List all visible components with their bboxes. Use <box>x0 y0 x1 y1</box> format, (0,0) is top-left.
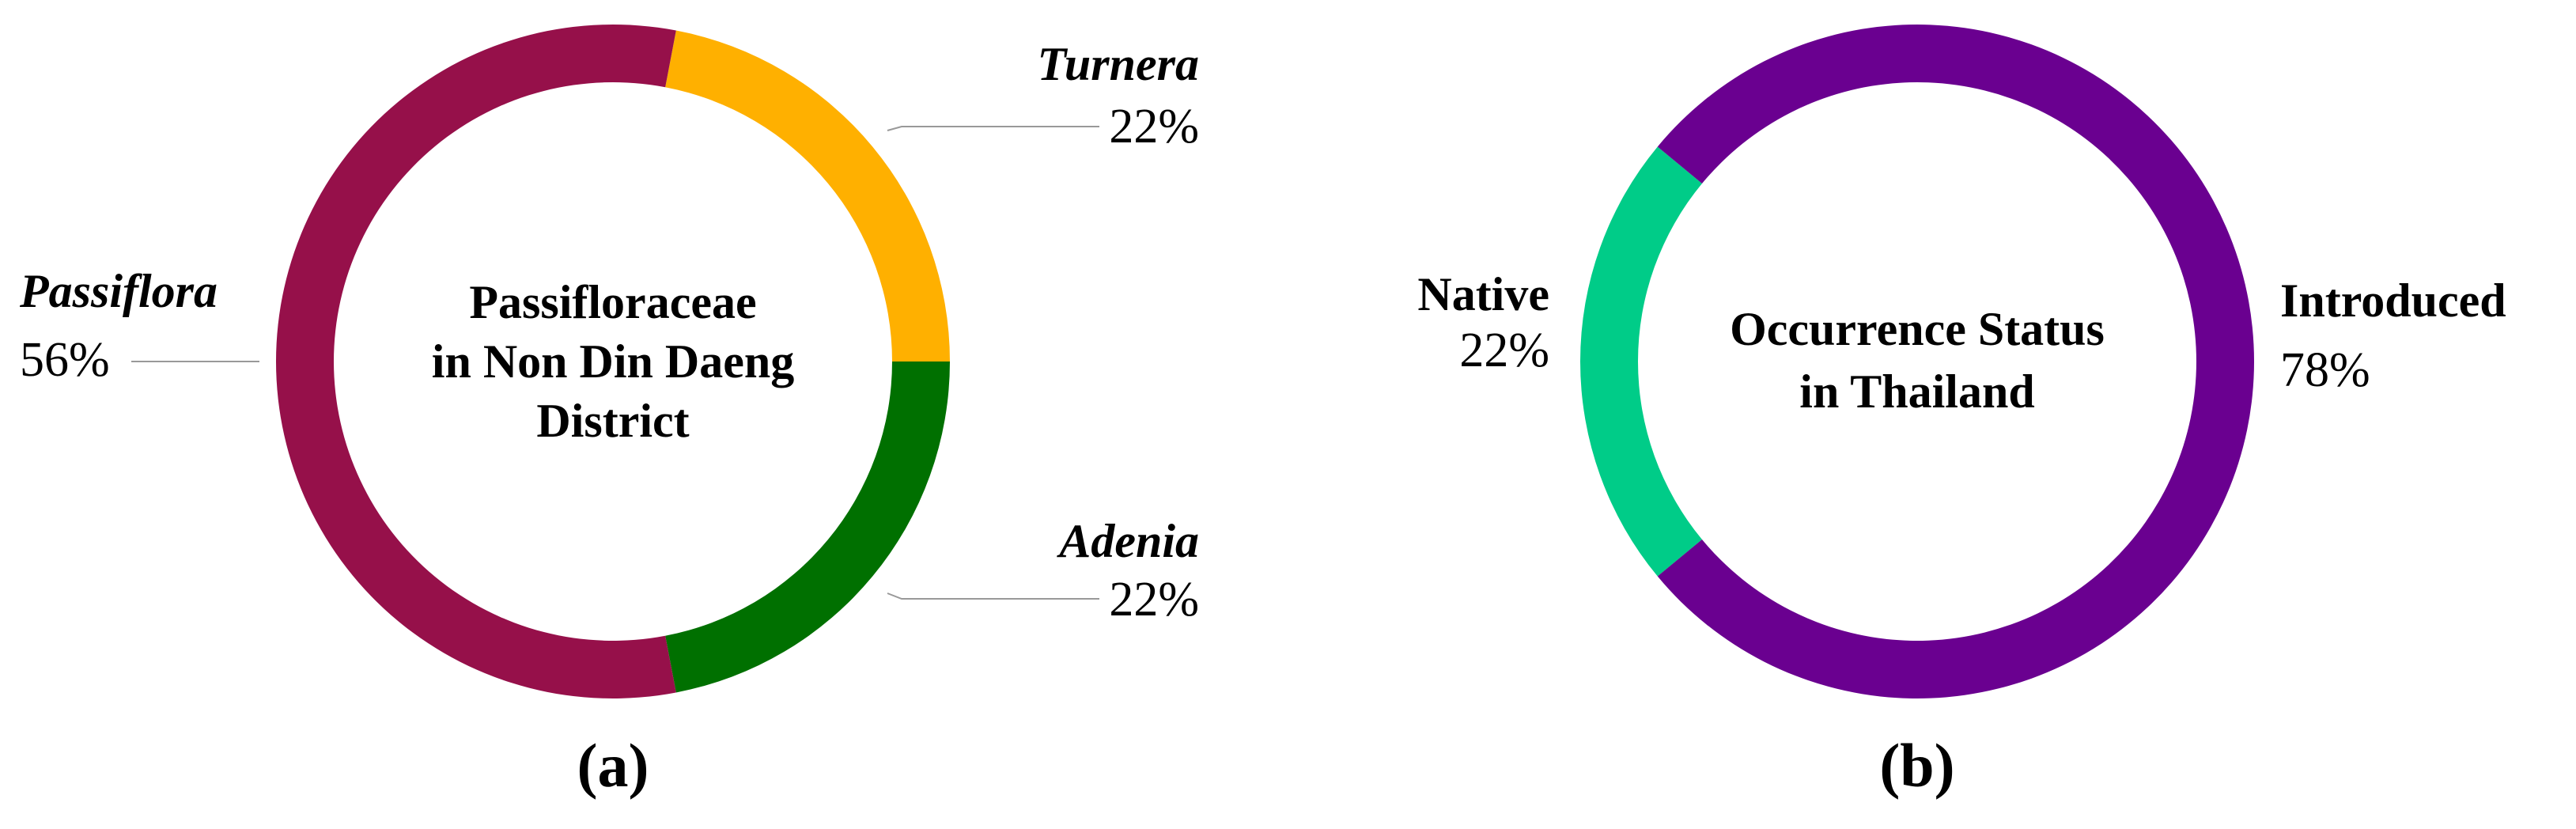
center-title: Passifloraceae <box>469 276 756 328</box>
category-label: Turnera <box>1038 38 1200 90</box>
value-label: 78% <box>2280 343 2370 397</box>
caption: (a) <box>577 731 649 800</box>
center-title: District <box>536 395 689 447</box>
donut-segment <box>665 30 950 362</box>
donut-segment <box>665 362 950 693</box>
donut-segment <box>1580 146 1703 577</box>
category-label: Introduced <box>2280 274 2506 327</box>
donut-segment <box>1657 24 2254 698</box>
value-label: 22% <box>1459 324 1549 377</box>
caption: (b) <box>1879 731 1954 800</box>
category-label: Passiflora <box>19 265 218 317</box>
donut-segment <box>276 25 676 698</box>
value-label: 56% <box>20 333 110 387</box>
value-label: 22% <box>1109 100 1199 153</box>
category-label: Adenia <box>1056 515 1199 567</box>
category-label: Native <box>1417 268 1549 320</box>
center-title: in Non Din Daeng <box>432 335 794 388</box>
center-title: in Thailand <box>1799 365 2034 418</box>
value-label: 22% <box>1109 573 1199 626</box>
leader-line <box>887 126 1099 131</box>
leader-line <box>887 592 1099 600</box>
center-title: Occurrence Status <box>1730 303 2105 355</box>
